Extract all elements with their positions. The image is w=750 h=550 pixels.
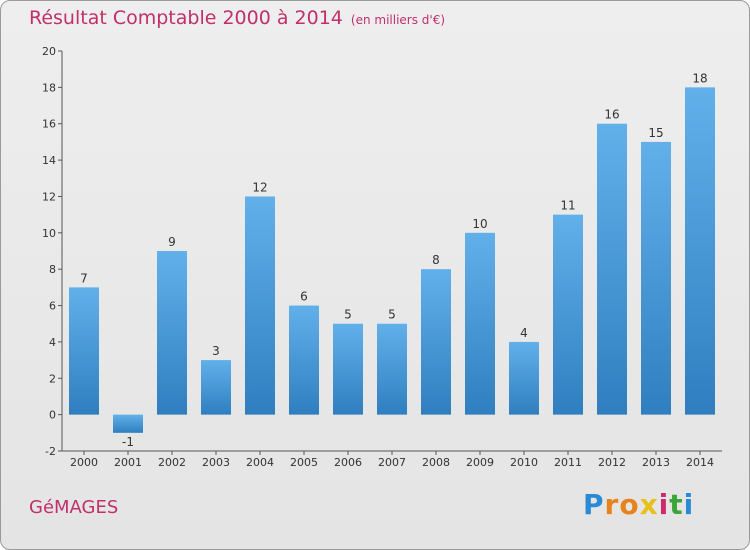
bar-value-label: 18 xyxy=(692,71,707,85)
logo-letter: i xyxy=(683,488,695,521)
y-tick-label: 12 xyxy=(42,190,56,203)
bar xyxy=(553,214,583,415)
logo-letter: P xyxy=(583,488,605,521)
x-tick-label: 2008 xyxy=(422,456,450,469)
y-tick-label: 10 xyxy=(42,227,56,240)
x-tick-label: 2011 xyxy=(554,456,582,469)
logo-letter: t xyxy=(669,488,684,521)
proxiti-logo: Proxiti xyxy=(583,488,694,521)
x-tick-label: 2006 xyxy=(334,456,362,469)
x-tick-label: 2009 xyxy=(466,456,494,469)
bar xyxy=(685,87,715,415)
x-tick-label: 2000 xyxy=(70,456,98,469)
bar-value-label: 5 xyxy=(388,308,396,322)
bar-value-label: 15 xyxy=(648,126,663,140)
logo-letter: r xyxy=(604,488,620,521)
x-tick-label: 2001 xyxy=(114,456,142,469)
commune-name: GéMAGES xyxy=(29,497,119,518)
bar-value-label: 16 xyxy=(604,108,619,122)
logo-letter: o xyxy=(619,488,640,521)
bar xyxy=(509,341,539,415)
bar xyxy=(201,360,231,415)
chart-subtitle: (en milliers d'€) xyxy=(350,13,446,27)
y-tick-label: -2 xyxy=(45,445,56,458)
y-tick-label: 0 xyxy=(49,409,56,422)
bar xyxy=(465,232,495,415)
bar xyxy=(641,141,671,415)
y-tick-label: 6 xyxy=(49,300,56,313)
bar xyxy=(377,323,407,415)
bar-value-label: 8 xyxy=(432,253,440,267)
bar xyxy=(245,196,275,415)
bar-value-label: -1 xyxy=(122,435,134,449)
bar-value-label: 6 xyxy=(300,290,308,304)
y-tick-label: 8 xyxy=(49,263,56,276)
bar xyxy=(333,323,363,415)
bar xyxy=(113,414,143,433)
bar-value-label: 9 xyxy=(168,235,176,249)
logo-letter: x xyxy=(639,488,659,521)
bar-value-label: 12 xyxy=(252,180,267,194)
logo-letter: i xyxy=(658,488,670,521)
x-tick-label: 2014 xyxy=(686,456,714,469)
bar xyxy=(157,251,187,415)
bar xyxy=(421,269,451,415)
x-tick-label: 2002 xyxy=(158,456,186,469)
bar-value-label: 4 xyxy=(520,326,528,340)
y-tick-label: 18 xyxy=(42,81,56,94)
y-tick-label: 2 xyxy=(49,372,56,385)
x-tick-label: 2013 xyxy=(642,456,670,469)
y-tick-label: 20 xyxy=(42,45,56,58)
x-tick-label: 2004 xyxy=(246,456,274,469)
bar-value-label: 10 xyxy=(472,217,487,231)
y-tick-label: 4 xyxy=(49,336,56,349)
y-tick-label: 14 xyxy=(42,154,56,167)
bar-value-label: 7 xyxy=(80,271,88,285)
chart-axes: -2 0 2 4 6 8 10 12 14 16 18 20 2000 2001 2002 2003 2004 2… xyxy=(42,45,722,469)
x-tick-label: 2005 xyxy=(290,456,318,469)
x-tick-label: 2010 xyxy=(510,456,538,469)
chart-bars: 7 -1 9 3 12 6 5 5 8 10 4 11 16 15 18 xyxy=(69,71,715,449)
bar-value-label: 3 xyxy=(212,344,220,358)
chart-title-text: Résultat Comptable 2000 à 2014 xyxy=(29,7,343,29)
chart-title: Résultat Comptable 2000 à 2014 (en millie… xyxy=(29,7,445,29)
bar-value-label: 11 xyxy=(560,199,575,213)
y-tick-label: 16 xyxy=(42,118,56,131)
bar-value-label: 5 xyxy=(344,308,352,322)
bar xyxy=(69,287,99,415)
x-tick-label: 2007 xyxy=(378,456,406,469)
bar xyxy=(597,123,627,415)
x-tick-label: 2012 xyxy=(598,456,626,469)
x-tick-label: 2003 xyxy=(202,456,230,469)
bar xyxy=(289,305,319,415)
